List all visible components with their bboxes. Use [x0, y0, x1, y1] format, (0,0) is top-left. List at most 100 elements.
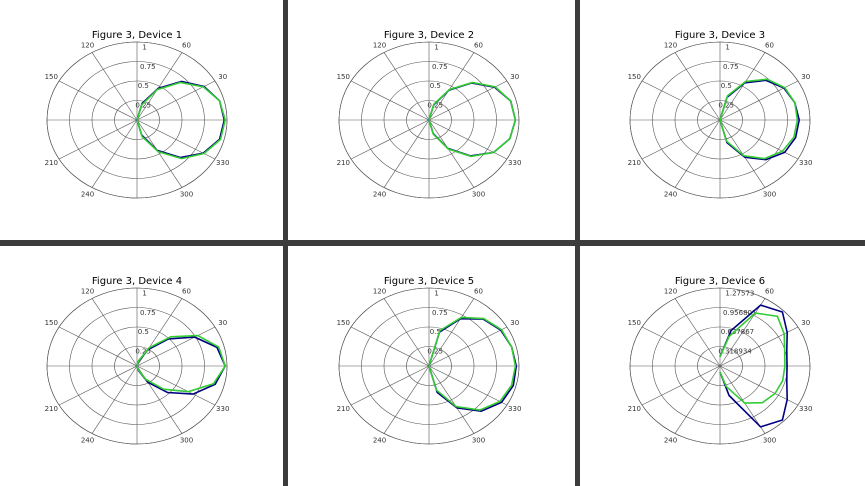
radial-tick-label: 0.956801	[723, 309, 756, 317]
angle-tick-label: 240	[81, 190, 94, 198]
radial-grid-line	[406, 346, 452, 386]
radial-grid-line	[338, 41, 520, 199]
series-line	[136, 334, 227, 393]
radial-tick-label: 1	[725, 43, 729, 51]
angle-tick-label: 210	[337, 405, 350, 413]
radial-grid-line	[383, 80, 475, 160]
angle-tick-label: 300	[180, 190, 193, 198]
angle-tick-label: 240	[81, 436, 94, 444]
angle-tick-label: 330	[799, 405, 812, 413]
angle-tick-label: 30	[218, 73, 227, 81]
series-line	[719, 78, 799, 160]
series-line	[428, 316, 517, 411]
radial-tick-label: 1	[434, 289, 438, 297]
radial-tick-label: 1	[142, 43, 146, 51]
series-line	[719, 304, 789, 428]
angle-tick-label: 300	[763, 190, 776, 198]
radial-tick-label: 1	[434, 43, 438, 51]
angle-tick-label: 30	[510, 319, 519, 327]
radial-tick-label: 0.75	[432, 309, 448, 317]
angle-tick-label: 330	[216, 405, 229, 413]
angle-tick-label: 120	[664, 288, 677, 296]
chart-title: Figure 3, Device 2	[384, 30, 474, 41]
radial-tick-label: 0.75	[140, 309, 156, 317]
radial-grid-line	[91, 326, 183, 406]
radial-tick-label: 0.637867	[721, 328, 754, 336]
angle-tick-label: 330	[508, 405, 521, 413]
angle-tick-label: 300	[472, 436, 485, 444]
radial-tick-label: 0.5	[430, 82, 441, 90]
angle-tick-label: 60	[474, 42, 483, 50]
angle-tick-label: 150	[628, 319, 641, 327]
radial-tick-label: 0.5	[138, 328, 149, 336]
angle-tick-label: 120	[664, 42, 677, 50]
angle-tick-label: 210	[628, 159, 641, 167]
radial-grid-line	[69, 61, 205, 179]
angle-tick-label: 210	[337, 159, 350, 167]
radial-tick-label: 0.318934	[718, 348, 752, 356]
radial-tick-label: 0.5	[138, 82, 149, 90]
radial-grid-line	[91, 80, 183, 160]
angle-tick-label: 300	[763, 436, 776, 444]
radial-grid-line	[697, 100, 743, 140]
radial-tick-label: 0.75	[140, 63, 156, 71]
radial-tick-label: 0.25	[427, 102, 443, 110]
angle-tick-label: 120	[81, 42, 94, 50]
radial-tick-label: 1.27573	[725, 289, 754, 297]
chart-title: Figure 3, Device 4	[92, 276, 182, 287]
radial-grid-line	[674, 326, 766, 406]
chart-title: Figure 3, Device 6	[675, 276, 765, 287]
radial-grid-line	[46, 41, 228, 199]
radial-grid-line	[361, 61, 497, 179]
angle-tick-label: 210	[628, 405, 641, 413]
radial-grid-line	[114, 346, 160, 386]
angle-tick-label: 300	[180, 436, 193, 444]
radial-grid-line	[674, 80, 766, 160]
radial-grid-line	[338, 287, 520, 445]
angle-tick-label: 330	[508, 159, 521, 167]
angle-tick-label: 60	[765, 288, 774, 296]
angle-tick-label: 210	[45, 159, 58, 167]
radial-grid-line	[697, 346, 743, 386]
radial-tick-label: 0.75	[432, 63, 448, 71]
angle-tick-label: 150	[337, 319, 350, 327]
radial-tick-label: 0.75	[723, 63, 739, 71]
radial-grid-line	[629, 287, 811, 445]
angle-tick-label: 210	[45, 405, 58, 413]
angle-tick-label: 240	[664, 436, 677, 444]
chart-title: Figure 3, Device 5	[384, 276, 474, 287]
angle-tick-label: 330	[799, 159, 812, 167]
radial-grid-line	[652, 61, 788, 179]
angle-tick-label: 300	[472, 190, 485, 198]
angle-tick-label: 150	[337, 73, 350, 81]
radial-grid-line	[114, 100, 160, 140]
angle-tick-label: 30	[801, 73, 810, 81]
radial-grid-line	[69, 307, 205, 425]
angle-tick-label: 240	[373, 436, 386, 444]
angle-tick-label: 120	[373, 42, 386, 50]
radial-grid-line	[46, 287, 228, 445]
series-line	[428, 81, 517, 158]
radial-tick-label: 1	[142, 289, 146, 297]
series-line	[719, 312, 786, 404]
angle-tick-label: 60	[182, 42, 191, 50]
angle-tick-label: 30	[510, 73, 519, 81]
panel-separator	[0, 240, 865, 246]
angle-tick-label: 60	[182, 288, 191, 296]
chart-title: Figure 3, Device 3	[675, 30, 765, 41]
radial-tick-label: 0.25	[427, 348, 443, 356]
radial-tick-label: 0.5	[430, 328, 441, 336]
radial-tick-label: 0.25	[135, 348, 151, 356]
angle-tick-label: 240	[664, 190, 677, 198]
angle-tick-label: 60	[765, 42, 774, 50]
angle-tick-label: 150	[45, 319, 58, 327]
radial-tick-label: 0.25	[135, 102, 151, 110]
angle-tick-label: 120	[81, 288, 94, 296]
radial-grid-line	[383, 326, 475, 406]
angle-tick-label: 330	[216, 159, 229, 167]
series-line	[136, 81, 227, 160]
chart-title: Figure 3, Device 1	[92, 30, 182, 41]
angle-tick-label: 240	[373, 190, 386, 198]
angle-tick-label: 120	[373, 288, 386, 296]
